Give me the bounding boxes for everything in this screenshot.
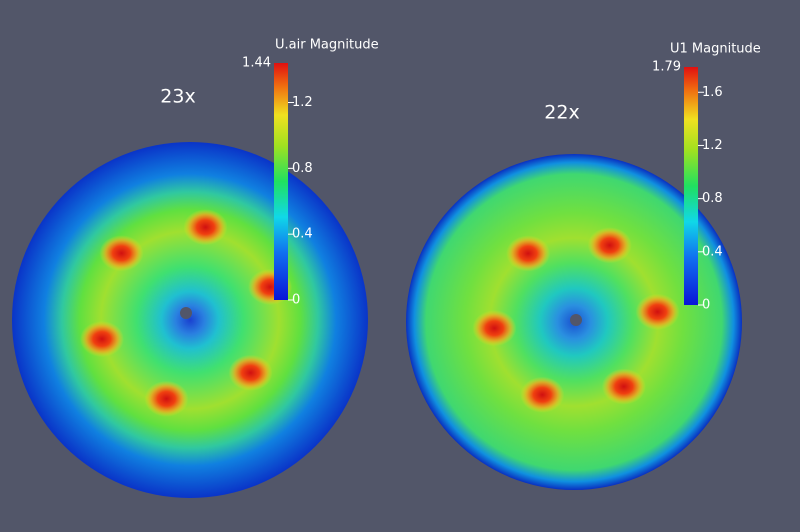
- tick-label: 0.8: [702, 191, 723, 206]
- panel-label: 22x: [544, 102, 579, 124]
- colorbar-max-label: 1.44: [242, 56, 271, 71]
- hot-spot: [587, 227, 632, 264]
- hot-spot: [79, 321, 124, 358]
- hot-spot: [99, 235, 144, 272]
- colorbar-max-label: 1.79: [652, 60, 681, 75]
- tick-label: 1.2: [292, 95, 313, 110]
- panel-label: 23x: [160, 86, 195, 108]
- disk-left: [12, 142, 368, 498]
- hot-spot: [520, 376, 565, 413]
- hot-spot: [601, 368, 646, 405]
- hot-spot: [228, 354, 273, 391]
- tick-label: 1.6: [702, 85, 723, 100]
- hot-spot: [183, 209, 228, 246]
- hot-spot: [144, 380, 189, 417]
- tick-label: 0: [702, 298, 710, 313]
- tick-label: 0: [292, 293, 300, 308]
- colorbar-title: U.air Magnitude: [275, 38, 379, 53]
- colorbar-title: U1 Magnitude: [670, 42, 761, 57]
- hot-spot: [506, 235, 551, 272]
- tick-label: 0.8: [292, 161, 313, 176]
- tick-label: 0.4: [702, 244, 723, 259]
- hot-spot: [635, 293, 680, 330]
- colorbar: [274, 63, 288, 300]
- hot-spot: [472, 310, 517, 347]
- disk-right: [406, 154, 742, 490]
- tick-label: 0.4: [292, 227, 313, 242]
- colorbar: [684, 67, 698, 305]
- tick-label: 1.2: [702, 138, 723, 153]
